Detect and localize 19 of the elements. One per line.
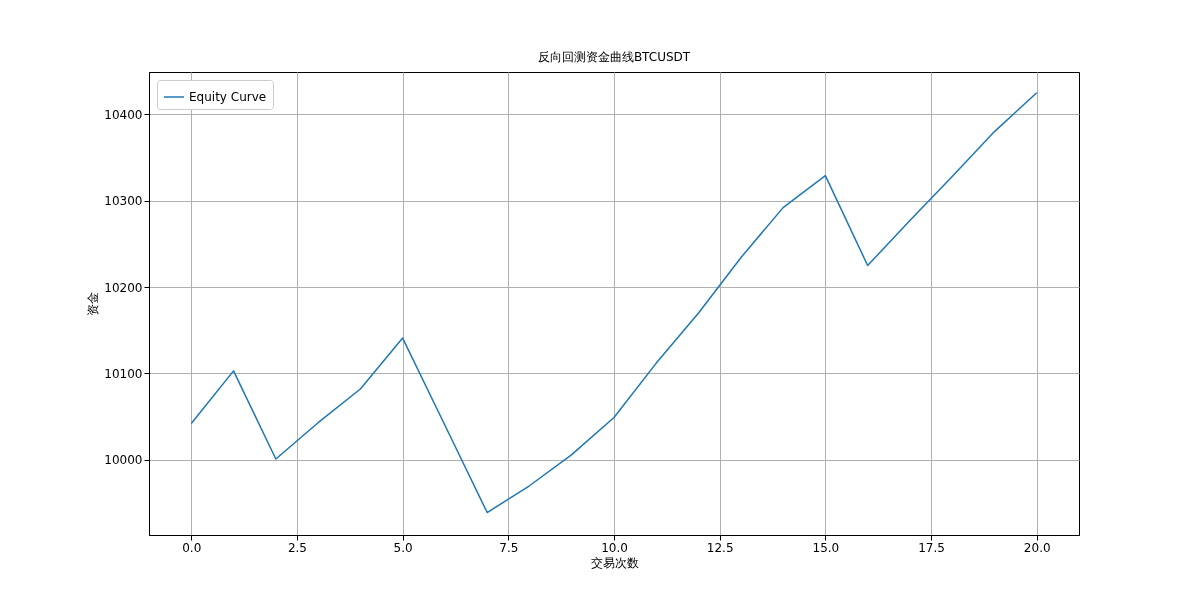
x-tick-label: 7.5 — [499, 540, 519, 555]
chart-title: 反向回测资金曲线BTCUSDT — [537, 50, 691, 64]
x-tick-label: 2.5 — [287, 540, 307, 555]
legend-label: Equity Curve — [189, 90, 267, 104]
y-tick-label: 10000 — [104, 453, 143, 468]
y-tick-label: 10200 — [104, 280, 143, 295]
x-tick-label: 5.0 — [393, 540, 413, 555]
x-tick-label: 17.5 — [918, 540, 945, 555]
y-axis-title: 资金 — [86, 292, 101, 316]
x-tick-label: 20.0 — [1023, 540, 1051, 555]
x-tick-label: 12.5 — [706, 540, 734, 555]
y-tick-label: 10300 — [104, 194, 143, 209]
x-tick-label: 0.0 — [182, 540, 202, 555]
y-tick-label: 10400 — [104, 107, 143, 122]
x-tick-label: 10.0 — [601, 540, 628, 555]
x-axis-title: 交易次数 — [590, 555, 639, 570]
line-series — [190, 91, 1038, 514]
x-tick-label: 15.0 — [812, 540, 840, 555]
y-tick-label: 10100 — [104, 366, 143, 381]
